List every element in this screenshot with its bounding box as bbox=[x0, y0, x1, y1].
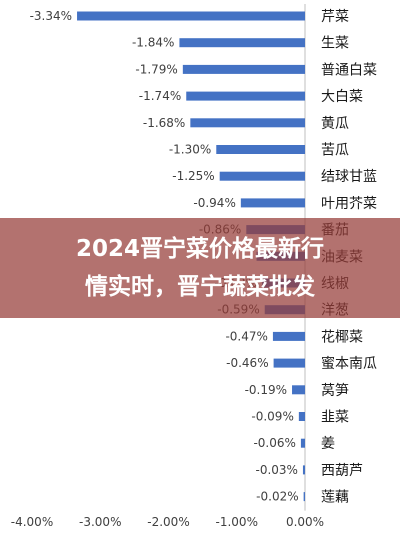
title-banner: 2024晋宁菜价格最新行 情实时，晋宁蔬菜批发 bbox=[0, 218, 400, 318]
data-label: -1.79% bbox=[135, 62, 177, 76]
bar bbox=[272, 331, 305, 341]
category-label: 黄瓜 bbox=[321, 115, 349, 132]
x-tick-label: -4.00% bbox=[11, 515, 53, 529]
category-label: 结球甘蓝 bbox=[321, 169, 377, 185]
bar bbox=[298, 412, 305, 421]
data-label: -1.84% bbox=[132, 36, 174, 50]
data-label: -1.30% bbox=[169, 143, 211, 157]
x-tick-label: 0.00% bbox=[286, 515, 324, 529]
category-label: 姜 bbox=[321, 436, 335, 452]
category-label: 大白菜 bbox=[321, 89, 363, 105]
bar bbox=[292, 385, 305, 395]
category-label: 花椰菜 bbox=[321, 329, 363, 345]
data-label: -0.06% bbox=[253, 436, 295, 450]
bar bbox=[219, 171, 305, 181]
category-label: 蜜本南瓜 bbox=[321, 356, 377, 372]
data-label: -3.34% bbox=[30, 9, 72, 23]
data-label: -1.74% bbox=[139, 89, 181, 103]
bar bbox=[240, 198, 305, 208]
category-label: 西葫芦 bbox=[321, 463, 363, 479]
category-label: 莴笋 bbox=[321, 382, 349, 399]
data-label: -0.03% bbox=[255, 463, 297, 477]
data-label: -0.09% bbox=[251, 410, 293, 424]
data-label: -0.94% bbox=[193, 196, 235, 210]
banner-line-2: 情实时，晋宁蔬菜批发 bbox=[85, 274, 315, 300]
category-label: 韭菜 bbox=[321, 410, 349, 426]
bar bbox=[186, 91, 305, 101]
x-tick-label: -2.00% bbox=[147, 515, 189, 529]
data-label: -0.46% bbox=[226, 356, 268, 370]
category-label: 芹菜 bbox=[321, 9, 349, 25]
x-tick-label: -3.00% bbox=[79, 515, 121, 529]
banner-line-1: 2024晋宁菜价格最新行 bbox=[75, 236, 324, 262]
bar bbox=[182, 64, 305, 74]
bar bbox=[303, 492, 305, 502]
bar bbox=[179, 38, 305, 48]
bar bbox=[300, 438, 305, 448]
bar bbox=[302, 465, 305, 475]
category-label: 莲藕 bbox=[321, 490, 349, 506]
bar bbox=[216, 145, 305, 154]
category-label: 普通白菜 bbox=[321, 62, 377, 78]
bar bbox=[190, 118, 305, 128]
data-label: -0.19% bbox=[245, 383, 287, 397]
bar bbox=[77, 11, 305, 21]
x-tick-label: -1.00% bbox=[216, 515, 258, 529]
data-label: -1.68% bbox=[143, 116, 185, 130]
data-label: -0.02% bbox=[256, 490, 298, 504]
data-label: -0.47% bbox=[225, 329, 267, 343]
category-label: 叶用芥菜 bbox=[321, 196, 377, 212]
category-label: 生菜 bbox=[321, 36, 349, 52]
bar bbox=[273, 358, 305, 368]
data-label: -1.25% bbox=[172, 169, 214, 183]
category-label: 苦瓜 bbox=[321, 143, 349, 159]
